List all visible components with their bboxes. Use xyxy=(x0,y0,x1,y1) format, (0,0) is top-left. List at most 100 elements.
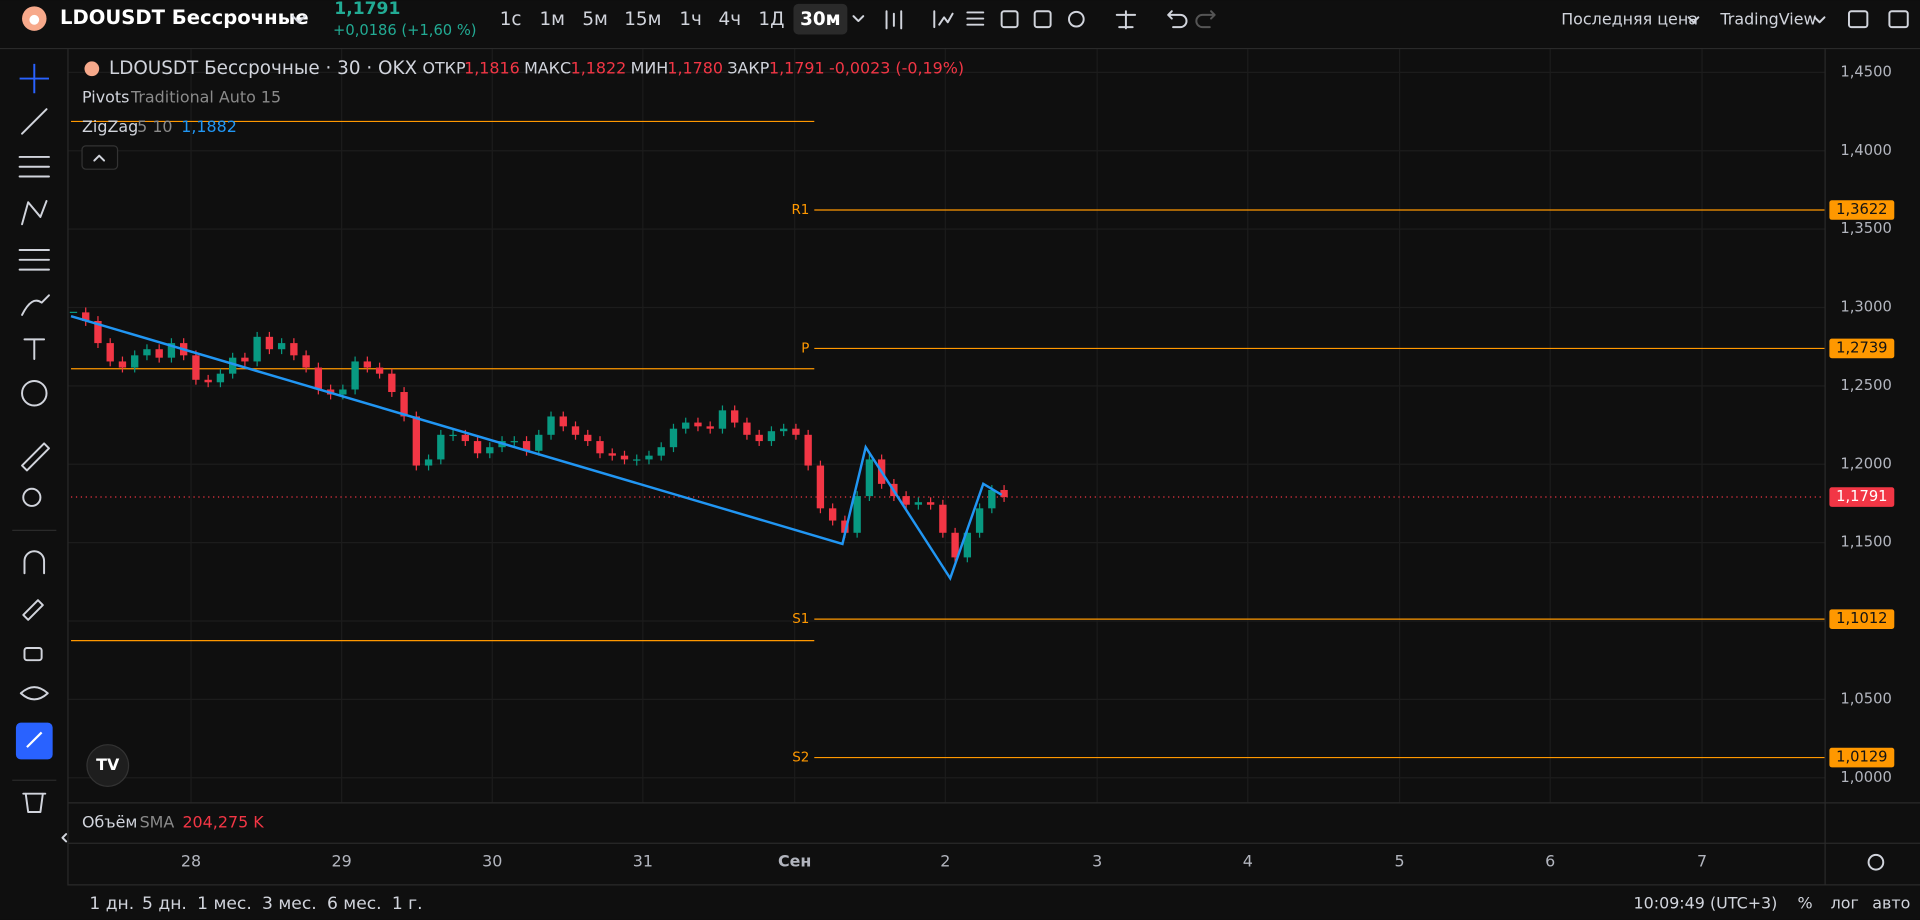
x-tick-label: 6 xyxy=(1545,852,1555,871)
collapse-toolbar[interactable] xyxy=(61,833,68,843)
symbol-logo-dot xyxy=(29,14,40,25)
tv-logo[interactable] xyxy=(86,744,130,787)
candle xyxy=(314,367,323,390)
log-toggle[interactable]: лог xyxy=(1831,893,1859,912)
interval-button[interactable]: 30м xyxy=(800,9,841,30)
interval-button[interactable]: 1Д xyxy=(758,9,784,30)
range-button[interactable]: 1 г. xyxy=(392,894,423,914)
candle xyxy=(963,532,972,558)
candle xyxy=(167,343,176,358)
candle xyxy=(473,441,482,454)
candle xyxy=(645,455,653,460)
candle xyxy=(743,422,751,435)
redo-button[interactable] xyxy=(1195,10,1216,29)
candle xyxy=(914,502,923,505)
last-price-label: 1,1791 xyxy=(1836,488,1887,505)
range-button[interactable]: 5 дн. xyxy=(142,894,187,914)
candle xyxy=(339,389,347,395)
x-tick-label: 28 xyxy=(181,852,201,871)
interval-button[interactable]: 5м xyxy=(582,9,608,30)
emoji-tool[interactable] xyxy=(21,380,48,407)
zigzag-name[interactable]: ZigZag xyxy=(82,117,138,136)
stay-drawing-tool[interactable] xyxy=(22,599,44,621)
interval-menu[interactable] xyxy=(852,15,865,23)
fib-tool[interactable] xyxy=(18,155,50,178)
candle xyxy=(510,441,518,443)
x-tick-label: 3 xyxy=(1092,852,1102,871)
candle xyxy=(94,321,102,344)
active-interval-bg xyxy=(793,3,848,35)
sync-icon xyxy=(26,731,43,748)
x-tick-label: 4 xyxy=(1243,852,1253,871)
alert-button[interactable] xyxy=(1000,10,1019,29)
symbol-menu[interactable] xyxy=(291,15,306,24)
fullscreen-button[interactable] xyxy=(1848,10,1869,29)
candle xyxy=(828,508,837,521)
snapshot-button[interactable] xyxy=(1888,10,1909,29)
candle xyxy=(780,428,788,432)
layout-menu[interactable] xyxy=(1813,16,1826,24)
indicators-button[interactable] xyxy=(933,10,954,29)
percent-toggle[interactable]: % xyxy=(1798,893,1813,912)
lock-tool[interactable] xyxy=(23,646,43,662)
hide-tool[interactable] xyxy=(19,686,49,701)
layout-name[interactable]: TradingView xyxy=(1719,9,1816,28)
price-source-menu[interactable] xyxy=(1687,16,1700,24)
interval-button[interactable]: 4ч xyxy=(719,9,742,30)
range-button[interactable]: 1 мес. xyxy=(197,894,252,914)
interval-button[interactable]: 1м xyxy=(539,9,565,30)
candle xyxy=(265,336,274,350)
candle xyxy=(192,355,200,380)
candle xyxy=(559,416,567,427)
trendline-tool[interactable] xyxy=(21,108,48,135)
interval-button[interactable]: 1с xyxy=(500,9,522,30)
ruler-tool[interactable] xyxy=(21,442,50,472)
axis-settings[interactable] xyxy=(1867,853,1885,871)
interval-button[interactable]: 1ч xyxy=(679,9,702,30)
tv-logo-mark: TV xyxy=(96,755,120,774)
chart-type-button[interactable] xyxy=(885,10,903,30)
pivot-name: S2 xyxy=(792,751,809,766)
range-button[interactable]: 1 дн. xyxy=(89,894,134,914)
range-buttons: 1 дн. 5 дн. 1 мес. 3 мес. 6 мес. 1 г. xyxy=(89,894,422,914)
pivot-name: P xyxy=(801,341,809,356)
candle xyxy=(388,373,396,393)
crosshair-tool[interactable] xyxy=(19,63,49,94)
magnet-tool[interactable] xyxy=(23,550,46,575)
pattern-tool[interactable] xyxy=(21,200,48,226)
settings-button[interactable] xyxy=(1068,10,1085,28)
y-tick-label: 1,4500 xyxy=(1840,63,1891,80)
range-button[interactable]: 6 мес. xyxy=(327,894,382,914)
delete-tool[interactable] xyxy=(22,792,47,814)
text-tool[interactable] xyxy=(23,338,46,360)
undo-button[interactable] xyxy=(1167,10,1188,29)
x-tick-label: 7 xyxy=(1697,852,1707,871)
candle xyxy=(865,459,874,497)
y-tick-label: 1,0500 xyxy=(1840,690,1891,707)
trade-button[interactable] xyxy=(1115,10,1137,30)
auto-toggle[interactable]: авто xyxy=(1872,893,1910,912)
candle xyxy=(657,447,665,456)
candle xyxy=(131,355,139,368)
candle xyxy=(302,355,310,368)
forecast-tool[interactable] xyxy=(18,249,50,271)
range-button[interactable]: 3 мес. xyxy=(262,894,317,914)
candle xyxy=(69,311,78,313)
interval-button[interactable]: 15м xyxy=(624,9,661,30)
legend-close-label: ЗАКР xyxy=(727,58,769,77)
pivots-name[interactable]: Pivots xyxy=(82,88,129,107)
price-source[interactable]: Последняя цена xyxy=(1561,9,1698,28)
legend-open: 1,1816 xyxy=(464,58,520,77)
legend-logo xyxy=(84,61,100,77)
replay-button[interactable] xyxy=(1033,10,1052,29)
zigzag-params: 5 10 xyxy=(137,117,172,136)
candle xyxy=(277,343,286,350)
candle xyxy=(253,336,261,362)
pivot-axis-label: 1,0129 xyxy=(1836,749,1887,766)
symbol-name[interactable]: LDOUSDT Бессрочные xyxy=(60,6,309,29)
zoom-tool[interactable] xyxy=(22,487,42,507)
x-tick-label: 5 xyxy=(1395,852,1405,871)
templates-button[interactable] xyxy=(966,11,985,26)
brush-tool[interactable] xyxy=(21,294,50,316)
